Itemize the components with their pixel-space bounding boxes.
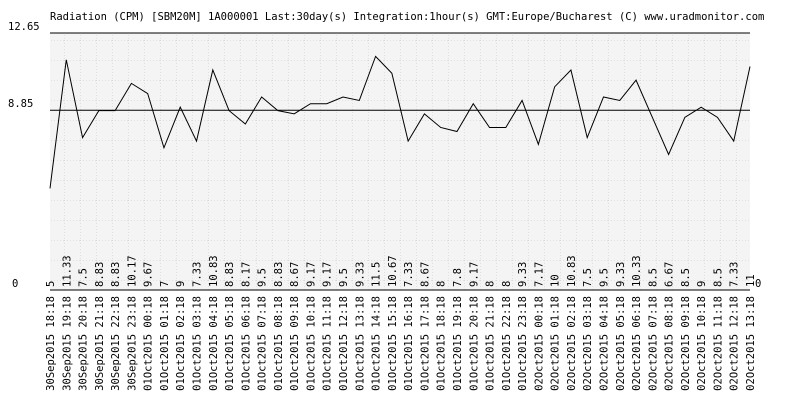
x-tick-label: 30Sep2015 21:18	[94, 296, 106, 391]
x-tick-label: 01Oct2015 03:18	[192, 296, 204, 391]
value-label: 7	[159, 281, 171, 287]
x-tick-label: 30Sep2015 20:18	[78, 296, 90, 391]
x-tick-label: 02Oct2015 08:18	[664, 296, 676, 391]
y-tick-label: 0	[12, 278, 18, 290]
x-tick-label: 02Oct2015 13:18	[745, 296, 757, 391]
value-label: 9.33	[517, 262, 529, 287]
x-tick-label: 30Sep2015 19:18	[61, 296, 73, 391]
x-tick-label: 01Oct2015 13:18	[354, 296, 366, 391]
value-label: 8.5	[680, 268, 692, 287]
value-label: 7.5	[582, 268, 594, 287]
value-label: 7.33	[403, 262, 415, 287]
value-label: 7.33	[192, 262, 204, 287]
x-tick-label: 01Oct2015 08:18	[273, 296, 285, 391]
value-label: 9.33	[615, 262, 627, 287]
value-label: 7.8	[452, 268, 464, 287]
value-label: 5	[45, 281, 57, 287]
x-tick-label: 30Sep2015 23:18	[126, 296, 138, 391]
minor-grid	[50, 33, 750, 290]
x-tick-label: 02Oct2015 10:18	[696, 296, 708, 391]
x-tick-label: 01Oct2015 11:18	[322, 296, 334, 391]
x-tick-label: 02Oct2015 03:18	[582, 296, 594, 391]
value-label: 9.17	[322, 262, 334, 287]
y-tick-label-right: 0	[755, 278, 761, 290]
value-label: 9.33	[354, 262, 366, 287]
x-tick-label: 01Oct2015 14:18	[371, 296, 383, 391]
x-tick-label: 02Oct2015 07:18	[647, 296, 659, 391]
value-label: 9	[696, 281, 708, 287]
x-tick-label: 30Sep2015 22:18	[110, 296, 122, 391]
value-label: 8.5	[712, 268, 724, 287]
x-tick-label: 01Oct2015 15:18	[387, 296, 399, 391]
x-tick-label: 02Oct2015 12:18	[729, 296, 741, 391]
value-label: 7.17	[533, 262, 545, 287]
y-tick-label: 8.85	[8, 98, 33, 110]
x-tick-label: 01Oct2015 21:18	[485, 296, 497, 391]
x-tick-label: 01Oct2015 23:18	[517, 296, 529, 391]
value-label: 9.67	[143, 262, 155, 287]
x-tick-label: 02Oct2015 05:18	[615, 296, 627, 391]
value-label: 10.83	[566, 255, 578, 287]
value-label: 11.5	[371, 262, 383, 287]
x-tick-label: 02Oct2015 09:18	[680, 296, 692, 391]
x-tick-label: 02Oct2015 04:18	[598, 296, 610, 391]
y-tick-label: 12.65	[8, 21, 40, 33]
x-tick-label: 01Oct2015 16:18	[403, 296, 415, 391]
value-label: 10	[550, 274, 562, 287]
value-label: 8	[501, 281, 513, 287]
x-tick-label: 30Sep2015 18:18	[45, 296, 57, 391]
x-tick-label: 01Oct2015 04:18	[208, 296, 220, 391]
value-label: 8.83	[224, 262, 236, 287]
x-tick-label: 01Oct2015 19:18	[452, 296, 464, 391]
value-label: 9.5	[338, 268, 350, 287]
value-label: 9.17	[468, 262, 480, 287]
x-tick-label: 01Oct2015 09:18	[289, 296, 301, 391]
value-label: 8.83	[110, 262, 122, 287]
x-tick-label: 01Oct2015 20:18	[468, 296, 480, 391]
x-tick-label: 01Oct2015 05:18	[224, 296, 236, 391]
x-tick-label: 01Oct2015 06:18	[240, 296, 252, 391]
x-tick-label: 01Oct2015 00:18	[143, 296, 155, 391]
value-label: 7.5	[78, 268, 90, 287]
x-tick-label: 01Oct2015 10:18	[305, 296, 317, 391]
value-label: 8.67	[289, 262, 301, 287]
value-label: 10.67	[387, 255, 399, 287]
value-label: 11.33	[61, 255, 73, 287]
value-label: 7.33	[729, 262, 741, 287]
value-label: 8.17	[240, 262, 252, 287]
value-label: 6.67	[664, 262, 676, 287]
value-label: 8.83	[94, 262, 106, 287]
x-tick-label: 01Oct2015 07:18	[257, 296, 269, 391]
x-tick-label: 01Oct2015 01:18	[159, 296, 171, 391]
x-tick-label: 02Oct2015 06:18	[631, 296, 643, 391]
value-label: 8.83	[273, 262, 285, 287]
value-label: 8.67	[419, 262, 431, 287]
x-tick-label: 02Oct2015 02:18	[566, 296, 578, 391]
x-tick-label: 01Oct2015 22:18	[501, 296, 513, 391]
value-label: 10.33	[631, 255, 643, 287]
x-tick-label: 01Oct2015 12:18	[338, 296, 350, 391]
value-label: 8	[485, 281, 497, 287]
value-label: 10.17	[126, 255, 138, 287]
value-label: 10.83	[208, 255, 220, 287]
value-label: 8	[436, 281, 448, 287]
line	[49, 55, 751, 189]
x-tick-label: 01Oct2015 02:18	[175, 296, 187, 391]
x-tick-label: 01Oct2015 17:18	[419, 296, 431, 391]
x-tick-label: 02Oct2015 00:18	[533, 296, 545, 391]
value-label: 9.5	[598, 268, 610, 287]
x-tick-label: 01Oct2015 18:18	[436, 296, 448, 391]
value-label: 9	[175, 281, 187, 287]
value-label: 9.17	[305, 262, 317, 287]
x-tick-label: 02Oct2015 11:18	[712, 296, 724, 391]
value-label: 9.5	[257, 268, 269, 287]
chart-title: Radiation (CPM) [SBM20M] 1A000001 Last:3…	[50, 11, 764, 23]
x-tick-label: 02Oct2015 01:18	[550, 296, 562, 391]
value-label: 8.5	[647, 268, 659, 287]
value-label: 11	[745, 274, 757, 287]
